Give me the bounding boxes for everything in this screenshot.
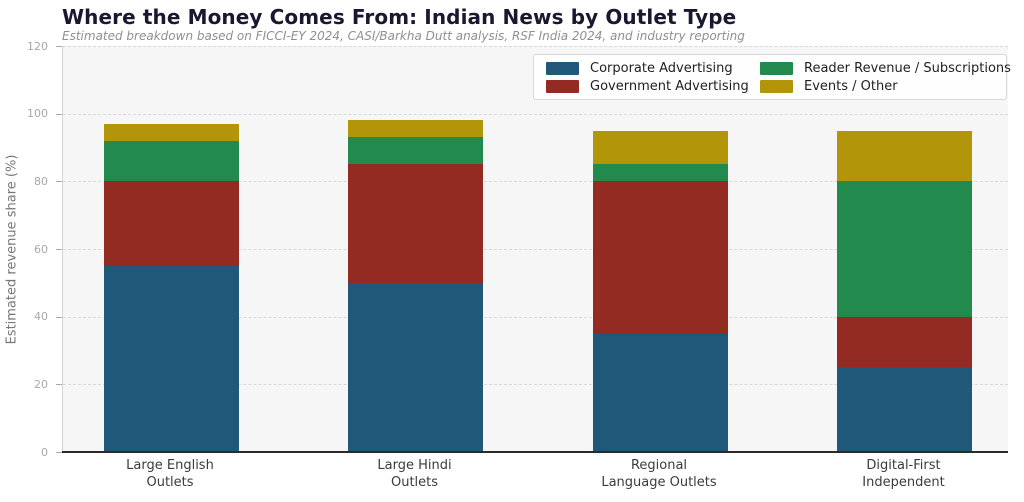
legend-item: Government Advertising	[546, 79, 760, 94]
gridline-60	[63, 249, 1008, 250]
y-tick-mark-60	[56, 249, 62, 250]
bar-segment	[103, 140, 239, 182]
bar-segment	[103, 265, 239, 452]
y-tick-label-120: 120	[27, 39, 48, 53]
bar-segment	[592, 333, 728, 452]
legend-item: Events / Other	[760, 79, 1011, 94]
y-tick-mark-40	[56, 316, 62, 318]
legend-label: Government Advertising	[590, 78, 749, 94]
y-tick-label-40: 40	[34, 310, 48, 324]
y-tick-mark-100	[56, 113, 62, 115]
y-tick-label-100: 100	[27, 107, 48, 121]
bar-segment	[592, 130, 728, 165]
bar-segment	[837, 316, 972, 368]
legend-swatch	[546, 79, 579, 93]
bar-segment	[592, 181, 728, 334]
x-tick-label: Large Hindi Outlets	[377, 458, 452, 490]
legend-swatch	[760, 79, 793, 93]
y-tick-label-20: 20	[34, 377, 48, 391]
chart-title: Where the Money Comes From: Indian News …	[62, 5, 737, 29]
x-axis-line	[62, 451, 1008, 453]
legend-label: Events / Other	[804, 78, 898, 94]
bar-segment	[103, 123, 239, 141]
gridline-100	[63, 113, 1008, 115]
gridline-40	[63, 316, 1008, 318]
x-tick-label: Digital-First Independent	[862, 458, 945, 490]
legend-swatch	[760, 61, 793, 75]
y-axis: 0 20 40 60 80 100 120	[0, 41, 62, 458]
chart-subtitle: Estimated breakdown based on FICCI-EY 20…	[62, 29, 745, 43]
bar-segment	[837, 130, 972, 182]
plot-area	[62, 46, 1008, 452]
bar-segment	[348, 137, 483, 165]
y-tick-mark-120	[56, 46, 62, 47]
y-tick-mark-0	[56, 452, 62, 453]
legend-swatch	[546, 61, 579, 75]
y-tick-label-80: 80	[34, 174, 48, 188]
gridline-80	[63, 181, 1008, 183]
bar-segment	[837, 181, 972, 317]
gridline-120	[63, 46, 1008, 47]
legend-label: Reader Revenue / Subscriptions	[804, 60, 1011, 76]
legend-label: Corporate Advertising	[590, 60, 733, 76]
legend-item: Corporate Advertising	[546, 61, 760, 76]
x-tick-label: Regional Language Outlets	[601, 458, 717, 490]
y-tick-mark-20	[56, 384, 62, 386]
y-tick-label-0: 0	[41, 445, 48, 459]
gridline-20	[63, 384, 1008, 386]
bar-segment	[103, 181, 239, 266]
y-tick-mark-80	[56, 181, 62, 183]
legend-item: Reader Revenue / Subscriptions	[760, 61, 1011, 76]
legend: Corporate Advertising Government Advertis…	[533, 54, 1011, 100]
y-tick-label-60: 60	[34, 242, 48, 256]
bar-segment	[837, 367, 972, 452]
bar-segment	[348, 164, 483, 283]
x-tick-label: Large English Outlets	[126, 458, 214, 490]
bar-segment	[348, 120, 483, 138]
bar-segment	[592, 164, 728, 182]
bar-segment	[348, 282, 483, 452]
